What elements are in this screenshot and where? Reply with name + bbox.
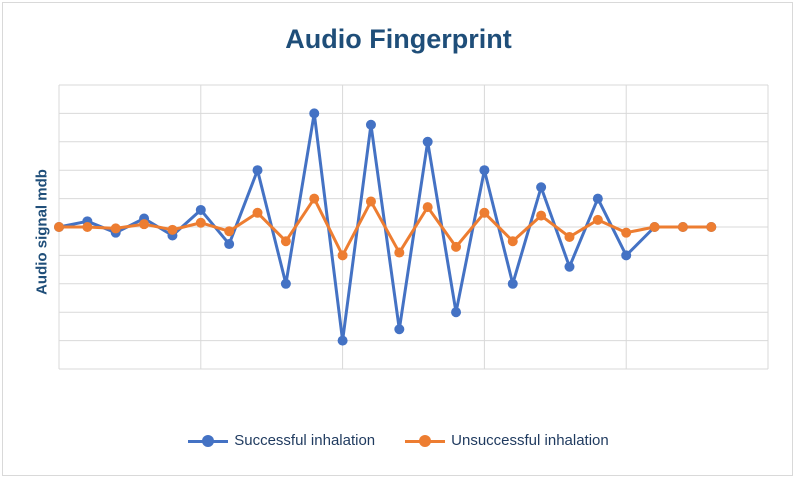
legend-label-unsuccessful: Unsuccessful inhalation (451, 432, 609, 449)
data-point-series-0 (507, 278, 518, 289)
data-point-series-1 (337, 250, 348, 261)
data-point-series-0 (451, 307, 462, 318)
data-point-series-1 (280, 236, 291, 247)
data-point-series-0 (621, 250, 632, 261)
chart-title: Audio Fingerprint (285, 24, 512, 54)
legend-item-unsuccessful: Unsuccessful inhalation (405, 432, 609, 449)
data-point-series-1 (649, 222, 660, 232)
data-point-series-1 (82, 222, 93, 232)
legend-swatch-unsuccessful (405, 434, 446, 447)
legend-label-successful: Successful inhalation (234, 432, 376, 449)
data-point-series-1 (309, 193, 320, 204)
data-point-series-0 (592, 193, 603, 204)
data-point-series-1 (110, 223, 121, 234)
legend-swatch-successful (188, 434, 229, 447)
data-point-series-1 (564, 231, 575, 242)
data-point-series-0 (252, 165, 263, 176)
legend-item-successful: Successful inhalation (188, 432, 375, 449)
legend: Successful inhalation Unsuccessful inhal… (0, 432, 797, 449)
data-point-series-0 (394, 324, 405, 335)
data-point-series-0 (195, 204, 206, 215)
data-point-series-1 (592, 214, 603, 225)
data-point-series-0 (564, 261, 575, 272)
data-point-series-1 (507, 236, 518, 247)
series-points (54, 108, 717, 346)
data-point-series-1 (195, 217, 206, 228)
data-point-series-1 (139, 219, 150, 230)
data-point-series-1 (422, 202, 433, 213)
data-point-series-1 (167, 224, 178, 235)
data-point-series-0 (365, 119, 376, 130)
data-point-series-1 (479, 207, 490, 218)
data-point-series-1 (536, 210, 547, 221)
data-point-series-0 (536, 182, 547, 193)
data-point-series-0 (309, 108, 320, 119)
data-point-series-1 (677, 222, 688, 232)
data-point-series-0 (337, 335, 348, 346)
data-point-series-1 (394, 247, 405, 258)
data-point-series-1 (365, 196, 376, 207)
data-point-series-1 (54, 222, 64, 232)
data-point-series-1 (706, 222, 717, 232)
data-point-series-0 (479, 165, 490, 176)
data-point-series-0 (422, 136, 433, 147)
data-point-series-0 (224, 239, 235, 250)
series-line-1 (59, 197, 712, 257)
data-point-series-0 (280, 278, 291, 289)
data-point-series-1 (224, 226, 235, 237)
series-lines (58, 111, 712, 343)
data-point-series-1 (621, 227, 632, 238)
data-point-series-1 (252, 207, 263, 218)
data-point-series-1 (451, 241, 462, 252)
